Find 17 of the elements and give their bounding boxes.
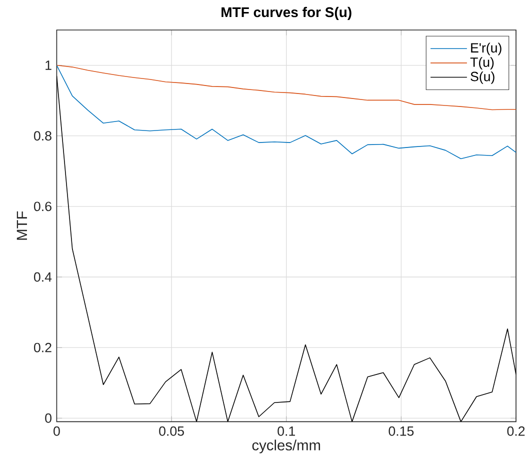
legend-label: E'r(u) [471,42,502,56]
y-axis-title: MTF [16,211,27,240]
x-axis-title: cycles/mm [252,440,320,454]
chart-title: MTF curves for S(u) [222,6,352,20]
x-tick-label: 0.1 [278,426,295,436]
x-tick-label: 0 [54,426,60,436]
y-tick-label: 0.6 [34,202,52,212]
y-tick-label: 0.4 [34,272,52,282]
y-tick-label: 0.2 [34,342,52,352]
y-tick-label: 0.8 [34,131,52,141]
legend-label: S(u) [470,71,494,84]
legend-label: T(u) [470,57,494,70]
x-tick-label: 0.2 [507,426,525,436]
y-tick-label: 1 [46,60,52,70]
x-tick-label: 0.15 [388,426,414,436]
y-tick-label: 0 [45,413,52,423]
x-tick-label: 0.05 [159,426,184,436]
